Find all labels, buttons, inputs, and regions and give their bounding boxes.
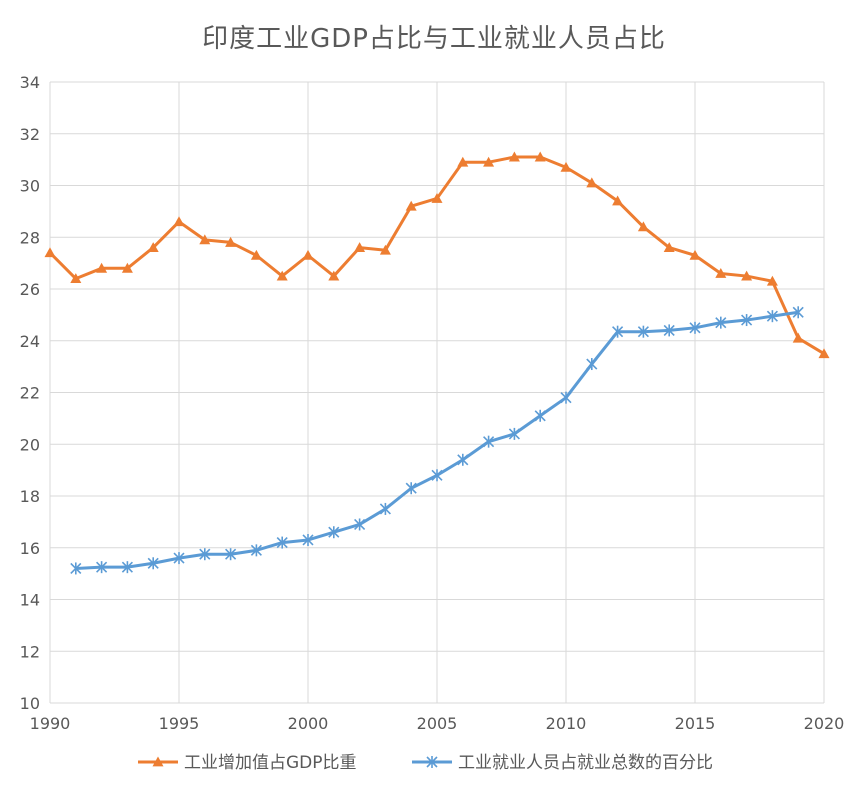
- data-point: [483, 435, 495, 448]
- data-point: [225, 548, 237, 561]
- data-point: [741, 314, 753, 327]
- data-point: [328, 526, 340, 539]
- data-point: [302, 533, 314, 546]
- x-tick-label: 2020: [804, 714, 845, 733]
- data-point: [173, 552, 185, 565]
- data-point: [431, 192, 443, 203]
- x-tick-label: 2000: [288, 714, 329, 733]
- x-tick-label: 2015: [675, 714, 716, 733]
- data-point: [379, 502, 391, 515]
- y-tick-label: 24: [20, 332, 40, 351]
- data-point: [70, 562, 82, 575]
- x-tick-label: 2005: [417, 714, 458, 733]
- y-tick-label: 10: [20, 694, 40, 713]
- data-point: [792, 306, 804, 319]
- data-point: [534, 409, 546, 422]
- data-point: [147, 242, 159, 252]
- data-point: [483, 156, 495, 167]
- data-point: [637, 325, 649, 338]
- data-point: [354, 242, 366, 252]
- data-point: [818, 348, 830, 359]
- data-point: [663, 242, 675, 252]
- data-point: [560, 391, 572, 404]
- series-0: [44, 151, 830, 359]
- data-point: [121, 262, 133, 273]
- data-point: [792, 332, 804, 343]
- data-point: [354, 518, 366, 531]
- data-point: [328, 270, 340, 281]
- data-point: [199, 548, 211, 561]
- axes: 10 12 14 16 18 20 22 24 26 28 30 32 34 1990 1995 2000 20…: [20, 73, 845, 733]
- y-tick-label: 28: [20, 228, 40, 247]
- data-point: [457, 453, 469, 466]
- data-point: [199, 234, 211, 245]
- legend-label: 工业就业人员占就业总数的百分比: [458, 753, 713, 773]
- data-point: [508, 151, 520, 162]
- data-point: [612, 195, 624, 206]
- x-tick-label: 2010: [546, 714, 587, 733]
- data-point: [147, 557, 159, 570]
- data-point: [431, 469, 443, 482]
- data-point: [766, 275, 778, 286]
- data-point: [663, 324, 675, 337]
- data-point: [121, 561, 133, 574]
- y-tick-label: 12: [20, 642, 40, 661]
- data-point: [250, 249, 262, 260]
- data-point: [560, 161, 572, 172]
- data-point: [586, 358, 598, 371]
- y-tick-label: 34: [20, 73, 40, 92]
- data-point: [173, 216, 185, 227]
- y-tick-label: 32: [20, 125, 40, 144]
- data-point: [508, 427, 520, 440]
- y-tick-label: 18: [20, 487, 40, 506]
- legend: 工业增加值占GDP比重 工业就业人员占就业总数的百分比: [138, 753, 713, 773]
- y-tick-label: 16: [20, 539, 40, 558]
- data-point: [96, 561, 108, 574]
- grid: [49, 81, 825, 704]
- legend-item: 工业增加值占GDP比重: [138, 753, 357, 773]
- legend-marker: [152, 756, 164, 767]
- data-point: [741, 270, 753, 281]
- x-tick-label: 1990: [30, 714, 71, 733]
- data-point: [225, 236, 237, 247]
- data-point: [96, 262, 108, 273]
- data-point: [715, 267, 727, 278]
- y-tick-label: 30: [20, 177, 40, 196]
- data-point: [405, 482, 417, 495]
- data-point: [44, 247, 56, 258]
- data-point: [534, 151, 546, 162]
- data-point: [612, 325, 624, 338]
- chart-title: 印度工业GDP占比与工业就业人员占比: [202, 24, 666, 54]
- series: [44, 151, 830, 575]
- legend-marker: [426, 756, 438, 768]
- data-point: [250, 544, 262, 557]
- series-1: [70, 306, 804, 575]
- data-point: [276, 536, 288, 549]
- data-point: [405, 200, 417, 211]
- data-point: [379, 244, 391, 255]
- data-point: [766, 310, 778, 323]
- data-point: [689, 249, 701, 260]
- legend-label: 工业增加值占GDP比重: [184, 753, 357, 773]
- data-point: [637, 221, 649, 232]
- data-point: [586, 177, 598, 188]
- legend-item: 工业就业人员占就业总数的百分比: [412, 753, 713, 773]
- x-tick-label: 1995: [159, 714, 200, 733]
- y-tick-label: 20: [20, 435, 40, 454]
- data-point: [715, 316, 727, 329]
- data-point: [302, 249, 314, 260]
- y-tick-label: 22: [20, 384, 40, 403]
- y-tick-label: 14: [20, 591, 40, 610]
- y-tick-label: 26: [20, 280, 40, 299]
- data-point: [276, 270, 288, 281]
- data-point: [457, 156, 469, 167]
- data-point: [689, 321, 701, 334]
- data-point: [70, 273, 82, 284]
